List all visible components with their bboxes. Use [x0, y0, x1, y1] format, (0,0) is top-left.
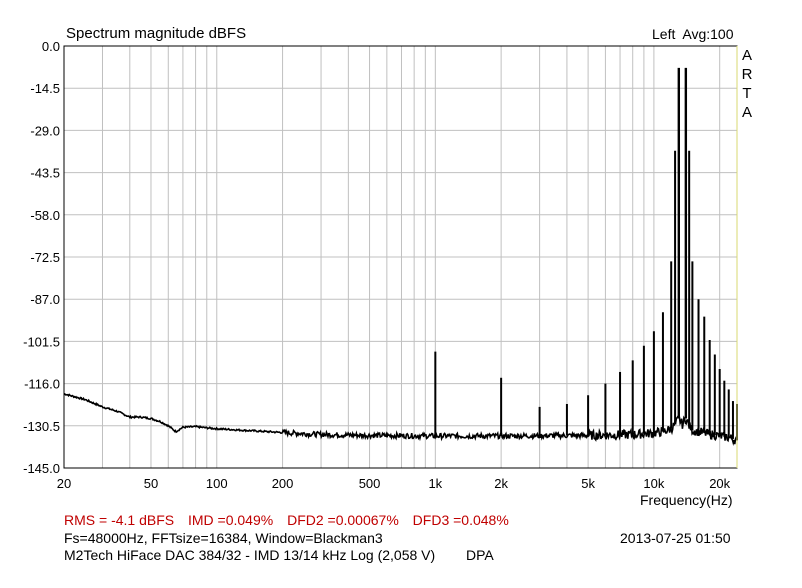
device-description: M2Tech HiFace DAC 384/32 - IMD 13/14 kHz… — [64, 547, 436, 563]
chart-title: Spectrum magnitude dBFS — [66, 25, 247, 42]
y-tick-label: -87.0 — [30, 292, 60, 307]
brand-letter: A — [741, 47, 752, 64]
y-tick-label: -101.5 — [23, 334, 60, 349]
y-tick-labels: 0.0 -14.5 -29.0 -43.5 -58.0 -72.5 -87.0 -101.5 -… — [23, 39, 60, 476]
measurement-tag: DPA — [466, 547, 494, 563]
arta-logo: A R T A — [740, 46, 754, 122]
y-tick-label: -43.5 — [30, 166, 60, 181]
y-tick-label: -130.5 — [23, 419, 60, 434]
x-tick-label: 10k — [643, 476, 664, 491]
brand-letter: T — [742, 85, 752, 102]
x-tick-label: 500 — [359, 476, 381, 491]
brand-letter: A — [741, 104, 752, 121]
x-tick-labels: 20 50 100 200 500 1k 2k 5k 10k 20k — [57, 476, 731, 491]
grid-lines — [64, 46, 737, 468]
dfd2-value: DFD2 =0.00067% — [287, 512, 399, 528]
x-tick-label: 200 — [272, 476, 294, 491]
timestamp: 2013-07-25 01:50 — [620, 530, 731, 546]
y-tick-label: 0.0 — [42, 39, 60, 54]
x-tick-label: 20k — [709, 476, 730, 491]
y-tick-label: -116.0 — [24, 377, 60, 392]
x-axis-label: Frequency(Hz) — [640, 492, 733, 508]
channel-label: Left — [652, 26, 676, 42]
x-tick-label: 1k — [428, 476, 442, 491]
noise-floor-trace — [63, 393, 738, 447]
spectrum-traces — [63, 67, 738, 447]
y-tick-label: -58.0 — [30, 208, 60, 223]
channel-average-label: Left Avg:100 — [652, 26, 734, 42]
x-tick-label: 100 — [206, 476, 228, 491]
y-tick-label: -14.5 — [30, 81, 60, 96]
dfd3-value: DFD3 =0.048% — [412, 512, 509, 528]
x-tick-label: 2k — [494, 476, 508, 491]
measurement-stats: RMS = -4.1 dBFS IMD =0.049% DFD2 =0.0006… — [64, 512, 519, 528]
x-tick-label: 50 — [144, 476, 158, 491]
rms-value: RMS = -4.1 dBFS — [64, 512, 175, 528]
y-tick-label: -29.0 — [30, 123, 60, 138]
x-tick-label: 20 — [57, 476, 71, 491]
fft-setup-line: Fs=48000Hz, FFTsize=16384, Window=Blackm… — [64, 530, 383, 546]
average-label: Avg:100 — [682, 26, 734, 42]
x-tick-label: 5k — [581, 476, 595, 491]
imd-value: IMD =0.049% — [187, 512, 274, 528]
y-tick-label: -145.0 — [23, 461, 60, 476]
y-tick-label: -72.5 — [30, 250, 60, 265]
brand-letter: R — [741, 66, 753, 83]
